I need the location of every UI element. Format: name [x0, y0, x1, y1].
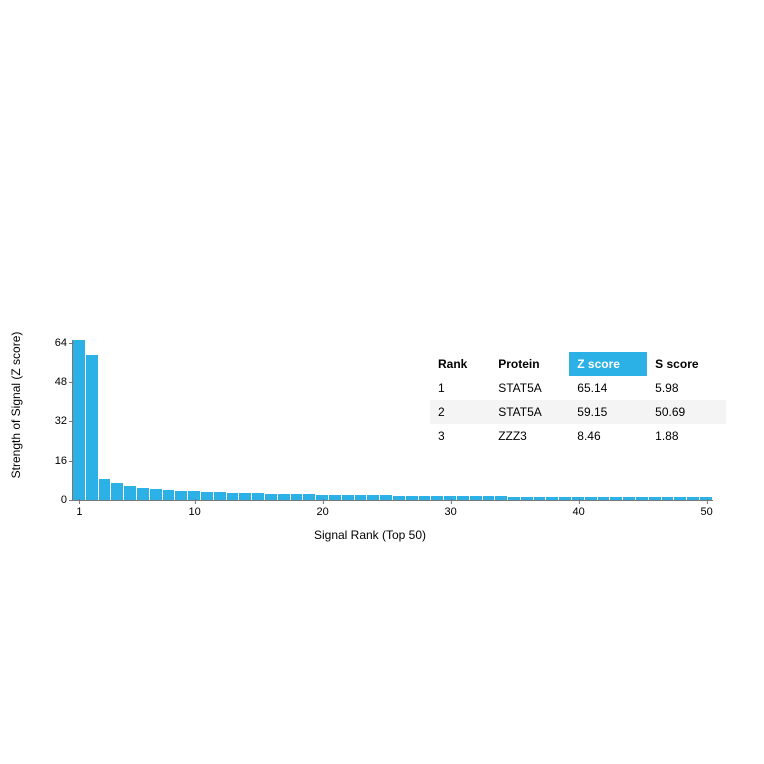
- data-table-wrap: RankProteinZ scoreS score 1STAT5A65.145.…: [430, 352, 726, 448]
- table-cell: 5.98: [647, 376, 726, 400]
- bar: [483, 496, 495, 500]
- bar: [201, 492, 213, 500]
- x-tick: 10: [188, 500, 200, 518]
- bar: [662, 497, 674, 500]
- bar: [227, 493, 239, 500]
- y-axis-title: Strength of Signal (Z score): [9, 332, 23, 479]
- bar: [137, 488, 149, 500]
- bar: [303, 494, 315, 500]
- bar: [175, 491, 187, 500]
- bar: [99, 479, 111, 500]
- bar: [342, 495, 354, 500]
- bar: [163, 490, 175, 500]
- table-header-cell: Rank: [430, 352, 490, 376]
- bar: [431, 496, 443, 500]
- bar: [598, 497, 610, 500]
- x-tick: 30: [444, 500, 456, 518]
- y-tick: 48: [55, 376, 73, 388]
- bar: [470, 496, 482, 500]
- bar: [508, 497, 520, 500]
- bar: [86, 355, 98, 500]
- table-header-row: RankProteinZ scoreS score: [430, 352, 726, 376]
- bar: [546, 497, 558, 500]
- bar: [239, 493, 251, 500]
- bar: [687, 497, 699, 500]
- x-tick: 40: [572, 500, 584, 518]
- x-axis-title: Signal Rank (Top 50): [314, 528, 426, 542]
- bar: [252, 493, 264, 500]
- table-row: 3ZZZ38.461.88: [430, 424, 726, 448]
- table-cell: ZZZ3: [490, 424, 569, 448]
- bar: [111, 483, 123, 500]
- bar: [585, 497, 597, 500]
- bar: [150, 489, 162, 500]
- table-cell: 50.69: [647, 400, 726, 424]
- table-cell: 59.15: [569, 400, 647, 424]
- table-cell: 1: [430, 376, 490, 400]
- table-row: 1STAT5A65.145.98: [430, 376, 726, 400]
- bar: [278, 494, 290, 500]
- x-tick: 20: [316, 500, 328, 518]
- bar: [380, 495, 392, 500]
- bar: [265, 494, 277, 500]
- y-tick: 32: [55, 415, 73, 427]
- table-header-cell: Z score: [569, 352, 647, 376]
- bar: [649, 497, 661, 500]
- bar: [73, 340, 85, 500]
- bar: [521, 497, 533, 500]
- bar: [329, 495, 341, 500]
- table-header-cell: Protein: [490, 352, 569, 376]
- x-tick: 1: [76, 500, 82, 518]
- table-cell: 8.46: [569, 424, 647, 448]
- bar: [367, 495, 379, 500]
- table-body: 1STAT5A65.145.982STAT5A59.1550.693ZZZ38.…: [430, 376, 726, 448]
- x-tick: 50: [700, 500, 712, 518]
- bar: [214, 492, 226, 500]
- y-tick: 64: [55, 337, 73, 349]
- bar: [610, 497, 622, 500]
- bar: [291, 494, 303, 500]
- table-cell: STAT5A: [490, 376, 569, 400]
- bar: [457, 496, 469, 500]
- table-header-cell: S score: [647, 352, 726, 376]
- table-cell: 3: [430, 424, 490, 448]
- y-tick: 0: [61, 494, 73, 506]
- bar: [393, 496, 405, 500]
- bar: [636, 497, 648, 500]
- table-row: 2STAT5A59.1550.69: [430, 400, 726, 424]
- bar: [534, 497, 546, 500]
- bar: [355, 495, 367, 500]
- bar: [419, 496, 431, 500]
- bar: [406, 496, 418, 500]
- bar: [495, 496, 507, 500]
- data-table: RankProteinZ scoreS score 1STAT5A65.145.…: [430, 352, 726, 448]
- table-cell: 65.14: [569, 376, 647, 400]
- y-tick: 16: [55, 455, 73, 467]
- figure-canvas: Strength of Signal (Z score) Signal Rank…: [0, 0, 764, 764]
- bar: [674, 497, 686, 500]
- bar: [623, 497, 635, 500]
- bar: [124, 486, 136, 500]
- table-cell: STAT5A: [490, 400, 569, 424]
- bar: [559, 497, 571, 500]
- table-cell: 2: [430, 400, 490, 424]
- table-cell: 1.88: [647, 424, 726, 448]
